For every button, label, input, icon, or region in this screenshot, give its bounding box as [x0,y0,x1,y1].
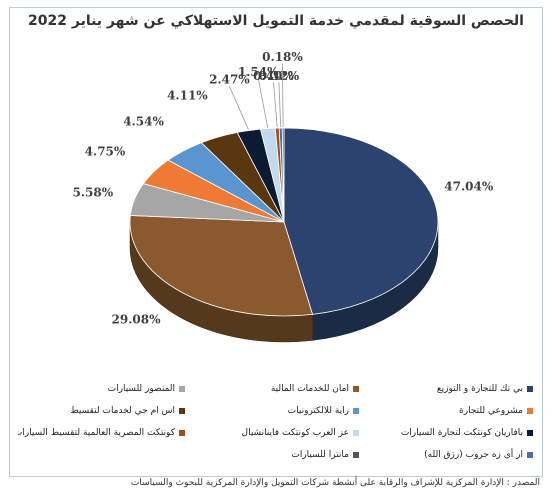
data-label-8: 0.40% [253,69,294,83]
leader-line-9 [278,82,282,128]
legend-label: اس ام جي لخدمات لتقسيط [70,406,175,416]
legend-label: عز العرب كونتكت فاينانشيال [241,428,349,438]
legend-label: المنصور للسيارات [107,384,175,394]
pie-slice-10 [281,127,285,223]
legend-item: بي تك للتجارة و التوزيع [359,378,533,400]
leader-line-6 [229,86,249,130]
leader-line-8 [273,82,278,128]
legend-label: امان للخدمات المالية [270,384,349,394]
data-label-6: 2.47% [209,73,250,87]
data-label-0: 47.04% [444,180,494,194]
legend-swatch [527,430,533,436]
legend-swatch [353,408,359,414]
data-label-3: 4.75% [85,145,126,159]
legend-label: راية للالكترونيات [287,406,349,416]
legend-item: اس ام جي لخدمات لتقسيط [18,400,185,422]
leader-line-7 [257,78,269,128]
leader-line-10 [282,63,284,128]
chart-title: الحصص السوقية لمقدمي خدمة التمويل الاسته… [28,13,524,29]
legend-label: مانترا للسيارات [291,450,349,460]
legend-swatch [179,408,185,414]
legend-item: مانترا للسيارات [185,444,359,466]
legend-label: بي تك للتجارة و التوزيع [436,384,523,394]
legend-swatch [353,430,359,436]
legend-item: راية للالكترونيات [185,400,359,422]
legend-item: ار أي زه جروب (رزق الله) [359,444,533,466]
legend-label: بافاريان كونتكت لتجارة السيارات [400,428,523,438]
data-label-2: 5.58% [72,185,113,199]
legend-swatch [179,386,185,392]
data-label-7: 1.54% [238,65,279,79]
data-label-4: 4.54% [123,115,164,129]
source-note: المصدر : الإدارة المركزية للإشراف والرقا… [130,478,540,488]
legend-swatch [527,386,533,392]
legend-item: امان للخدمات المالية [185,378,359,400]
chart-legend: بي تك للتجارة و التوزيع امان للخدمات الما… [18,378,533,466]
legend-item: مشروعي للتجارة [359,400,533,422]
legend-item: كونتكت المصرية العالمية لتقسيط السيارات [18,422,185,444]
data-label-1: 29.08% [112,313,162,327]
data-label-9: 0.32% [259,69,300,83]
pie-slice-0 [283,127,439,315]
legend-swatch [353,452,359,458]
legend-swatch [527,452,533,458]
legend-swatch [179,430,185,436]
data-label-5: 4.11% [167,89,208,103]
pie-slice-1 [129,215,314,317]
legend-label: كونتكت المصرية العالمية لتقسيط السيارات [18,428,175,438]
legend-swatch [527,408,533,414]
legend-label: ار أي زه جروب (رزق الله) [424,450,523,460]
pie-chart: 47.04% 29.08% 5.58% 4.75% 4.54%4.11%2.47%1.5… [72,50,494,343]
legend-item: عز العرب كونتكت فاينانشيال [185,422,359,444]
legend-item: المنصور للسيارات [18,378,185,400]
data-label-10: 0.18% [262,50,303,64]
legend-item: بافاريان كونتكت لتجارة السيارات [359,422,533,444]
legend-swatch [353,386,359,392]
legend-label: مشروعي للتجارة [459,406,523,416]
